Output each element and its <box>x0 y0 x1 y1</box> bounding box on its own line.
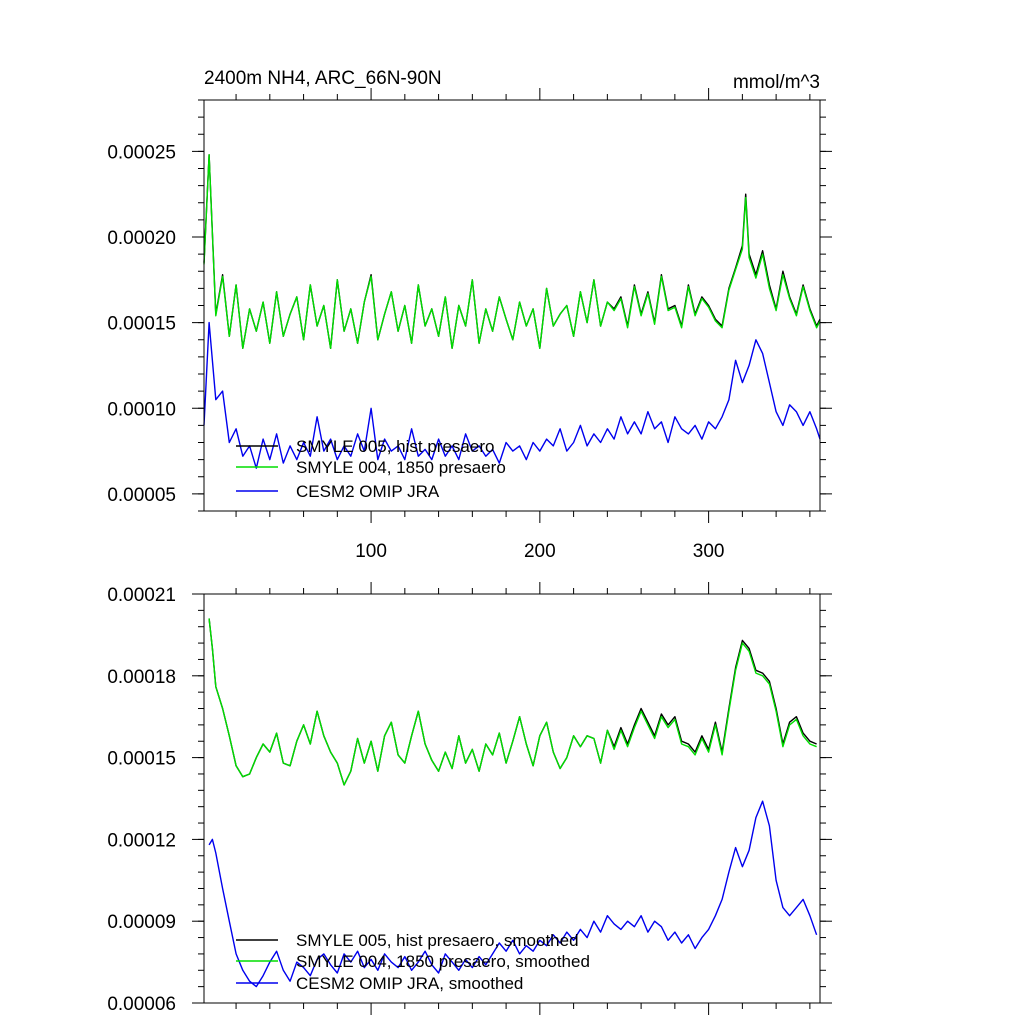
bottom-y-tick-label: 0.00021 <box>107 585 176 606</box>
top-series-line-3 <box>203 321 821 469</box>
top-series-group <box>203 154 821 469</box>
bottom-y-tick-label: 0.00006 <box>107 994 176 1015</box>
bottom-series-group <box>208 618 818 988</box>
top-y-tick-label: 0.00025 <box>107 142 176 163</box>
top-x-tick-label: 300 <box>693 541 725 562</box>
units-label: mmol/m^3 <box>733 72 820 93</box>
top-legend-label: SMYLE 004, 1850 presaero <box>296 458 506 477</box>
bottom-legend: SMYLE 005, hist presaero, smoothed SMYLE … <box>236 931 590 993</box>
top-series-line-1 <box>203 154 821 349</box>
bottom-y-tick-label: 0.00012 <box>107 830 176 851</box>
bottom-y-tick-label: 0.00018 <box>107 667 176 688</box>
top-plot-frame <box>203 99 821 512</box>
bottom-legend-label: SMYLE 005, hist presaero, smoothed <box>296 931 579 950</box>
top-legend-label: SMYLE 005, hist presaero <box>296 437 494 456</box>
top-y-tick-label: 0.00005 <box>107 485 176 506</box>
bottom-legend-label: CESM2 OMIP JRA, smoothed <box>296 974 523 993</box>
bottom-legend-label: SMYLE 004, 1850 presaero, smoothed <box>296 952 590 971</box>
bottom-y-tick-label: 0.00015 <box>107 749 176 770</box>
top-y-tick-label: 0.00015 <box>107 314 176 335</box>
top-axis-ticks: 0.00005 0.00010 0.00015 0.00020 0.00025 100 20… <box>107 88 832 562</box>
bottom-plot-frame <box>203 593 821 1004</box>
bottom-series-line-2 <box>208 618 817 786</box>
bottom-axis-ticks: 0.00006 0.00009 0.00012 0.00015 0.00018 0.000… <box>107 582 832 1015</box>
top-panel: 2400m NH4, ARC_66N-90N mmol/m^3 0.000050… <box>107 68 832 562</box>
bottom-series-line-1 <box>208 618 817 786</box>
bottom-y-tick-label: 0.00009 <box>107 912 176 933</box>
top-legend: SMYLE 005, hist presaero SMYLE 004, 1850 … <box>236 437 506 501</box>
bottom-series-line-3 <box>208 800 818 988</box>
top-x-tick-label: 100 <box>355 541 387 562</box>
top-x-tick-label: 200 <box>524 541 556 562</box>
bottom-panel: 0.00006 0.00009 0.00012 0.00015 0.00018 0.000… <box>107 582 832 1015</box>
chart-title: 2400m NH4, ARC_66N-90N <box>204 68 442 89</box>
top-y-tick-label: 0.00020 <box>107 228 176 249</box>
top-legend-label: CESM2 OMIP JRA <box>296 482 440 501</box>
top-y-tick-label: 0.00010 <box>107 399 176 420</box>
top-series-line-2 <box>203 154 821 349</box>
